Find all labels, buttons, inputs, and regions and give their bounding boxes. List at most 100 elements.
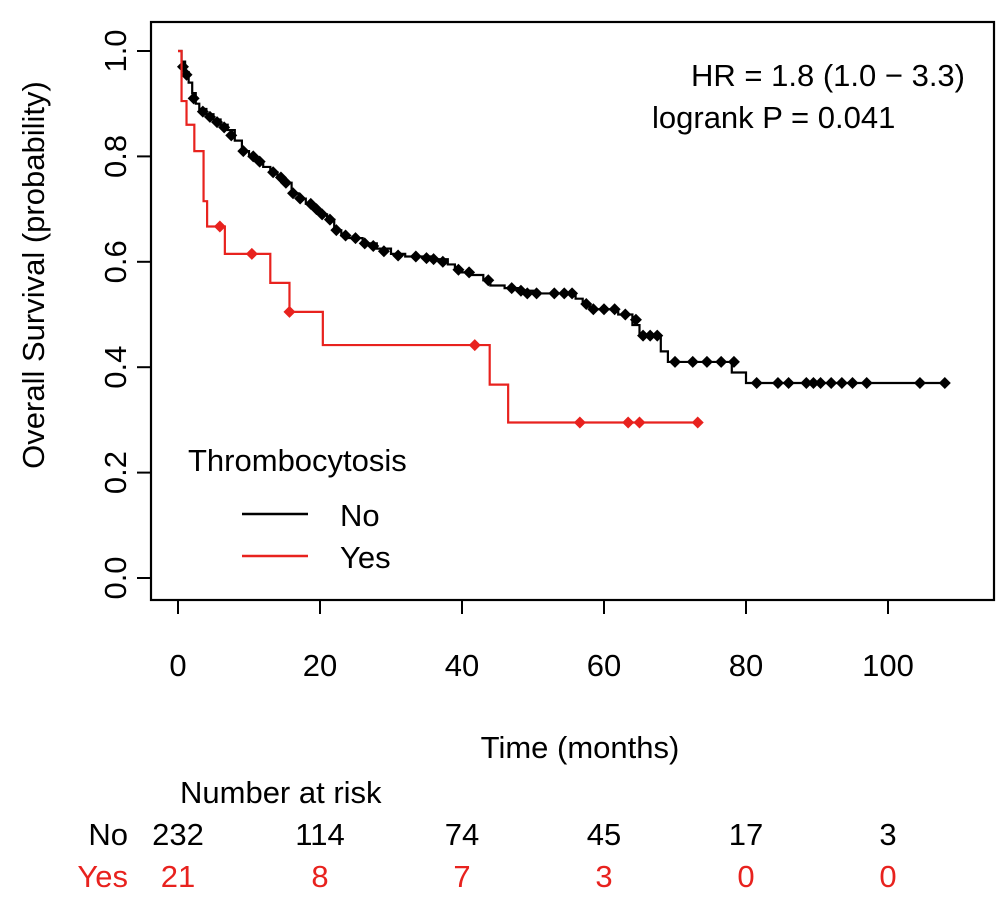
censor-mark-no	[225, 129, 238, 142]
censor-mark-no	[452, 263, 465, 276]
risk-count-no: 3	[879, 817, 896, 852]
risk-count-yes: 0	[879, 859, 896, 894]
legend-yes-label: Yes	[340, 540, 391, 575]
censor-mark-yes	[691, 416, 704, 429]
censor-mark-no	[782, 377, 795, 390]
censor-mark-no	[651, 329, 664, 342]
censor-mark-no	[566, 287, 579, 300]
censor-mark-no	[420, 252, 433, 265]
censor-mark-no	[846, 377, 859, 390]
censor-mark-no	[727, 355, 740, 368]
censor-mark-no	[279, 176, 292, 189]
censor-mark-no	[860, 377, 873, 390]
y-axis-title: Overall Survival (probability)	[16, 81, 51, 469]
censor-mark-no	[349, 232, 362, 245]
x-tick-label: 40	[445, 648, 479, 683]
legend-title: Thrombocytosis	[188, 443, 407, 478]
censor-mark-no	[558, 287, 571, 300]
y-tick-label: 1.0	[98, 29, 133, 72]
hazard-ratio-annotation: HR = 1.8 (1.0 − 3.3)	[691, 58, 965, 93]
censor-mark-no	[294, 192, 307, 205]
risk-count-yes: 8	[311, 859, 328, 894]
legend: Thrombocytosis No Yes	[188, 443, 407, 575]
censor-mark-no	[686, 355, 699, 368]
censor-mark-no	[750, 377, 763, 390]
censor-mark-no	[580, 297, 593, 310]
censor-mark-no	[800, 377, 813, 390]
x-tick-label: 80	[729, 648, 763, 683]
risk-count-yes: 0	[737, 859, 754, 894]
censor-mark-no	[644, 329, 657, 342]
censor-mark-no	[521, 287, 534, 300]
risk-row-label-no: No	[88, 817, 128, 852]
censor-mark-no	[330, 224, 343, 237]
censor-mark-no	[715, 355, 728, 368]
censor-mark-no	[598, 303, 610, 316]
censor-mark-no	[913, 377, 926, 390]
censor-mark-no	[619, 308, 632, 321]
censor-mark-no	[825, 377, 838, 390]
censor-mark-no	[669, 355, 681, 368]
censor-mark-no	[211, 116, 224, 129]
censor-mark-yes	[283, 305, 296, 318]
risk-count-no: 17	[729, 817, 763, 852]
censor-mark-no	[267, 166, 280, 179]
censor-mark-yes	[213, 220, 226, 233]
censor-mark-yes	[245, 247, 258, 260]
censor-mark-no	[203, 110, 216, 123]
risk-table: Number at risk No Yes 232 114 74 45 17 3 21 8 7 3…	[77, 775, 896, 894]
censor-mark-no	[463, 266, 476, 279]
censor-mark-no	[505, 282, 518, 295]
censor-mark-no	[548, 287, 561, 300]
censor-mark-yes	[622, 416, 635, 429]
y-tick-label: 0.2	[98, 451, 133, 494]
censor-mark-no	[218, 121, 231, 134]
legend-no-label: No	[340, 498, 380, 533]
risk-counts: 232 114 74 45 17 3 21 8 7 3 0 0	[152, 817, 896, 894]
censor-mark-no	[247, 150, 260, 163]
risk-count-yes: 3	[595, 859, 612, 894]
survival-curve-yes	[178, 49, 698, 424]
censor-mark-no	[339, 229, 352, 242]
censor-mark-no	[377, 245, 390, 258]
risk-count-no: 114	[295, 817, 344, 852]
censor-mark-no	[700, 355, 713, 368]
censor-mark-no	[637, 329, 650, 342]
censor-mark-yes	[633, 416, 646, 429]
censor-mark-no	[629, 313, 642, 326]
censor-mark-no	[409, 250, 422, 263]
censor-mark-no	[530, 287, 543, 300]
censor-mark-no	[771, 377, 784, 390]
censor-mark-no	[392, 249, 405, 262]
censor-mark-no	[427, 253, 440, 266]
logrank-p-annotation: logrank P = 0.041	[652, 100, 895, 135]
risk-count-no: 45	[587, 817, 621, 852]
x-axis: 0 20 40 60 80 100	[169, 599, 914, 683]
censor-mark-no	[482, 274, 495, 287]
censor-mark-no	[287, 187, 300, 200]
y-tick-label: 0.8	[98, 135, 133, 178]
risk-row-label-yes: Yes	[77, 859, 128, 894]
censor-mark-no	[253, 155, 266, 168]
censor-mark-no	[807, 377, 820, 390]
risk-count-yes: 21	[161, 859, 195, 894]
risk-count-no: 74	[445, 817, 479, 852]
censor-mark-no	[436, 255, 449, 268]
censor-mark-no	[367, 239, 380, 252]
plot-area	[176, 49, 951, 429]
censor-mark-no	[187, 92, 200, 105]
censor-mark-no	[938, 377, 951, 390]
censor-mark-no	[237, 145, 250, 158]
risk-count-yes: 7	[453, 859, 470, 894]
x-tick-label: 60	[587, 648, 621, 683]
censor-mark-yes	[573, 416, 586, 429]
censor-mark-no	[180, 68, 193, 81]
censor-mark-no	[323, 213, 336, 226]
censor-mark-no	[316, 208, 329, 221]
y-tick-label: 0.0	[98, 556, 133, 599]
y-tick-label: 0.4	[98, 346, 133, 389]
risk-table-title: Number at risk	[180, 775, 382, 810]
censor-mark-yes	[468, 339, 481, 352]
y-tick-label: 0.6	[98, 240, 133, 283]
